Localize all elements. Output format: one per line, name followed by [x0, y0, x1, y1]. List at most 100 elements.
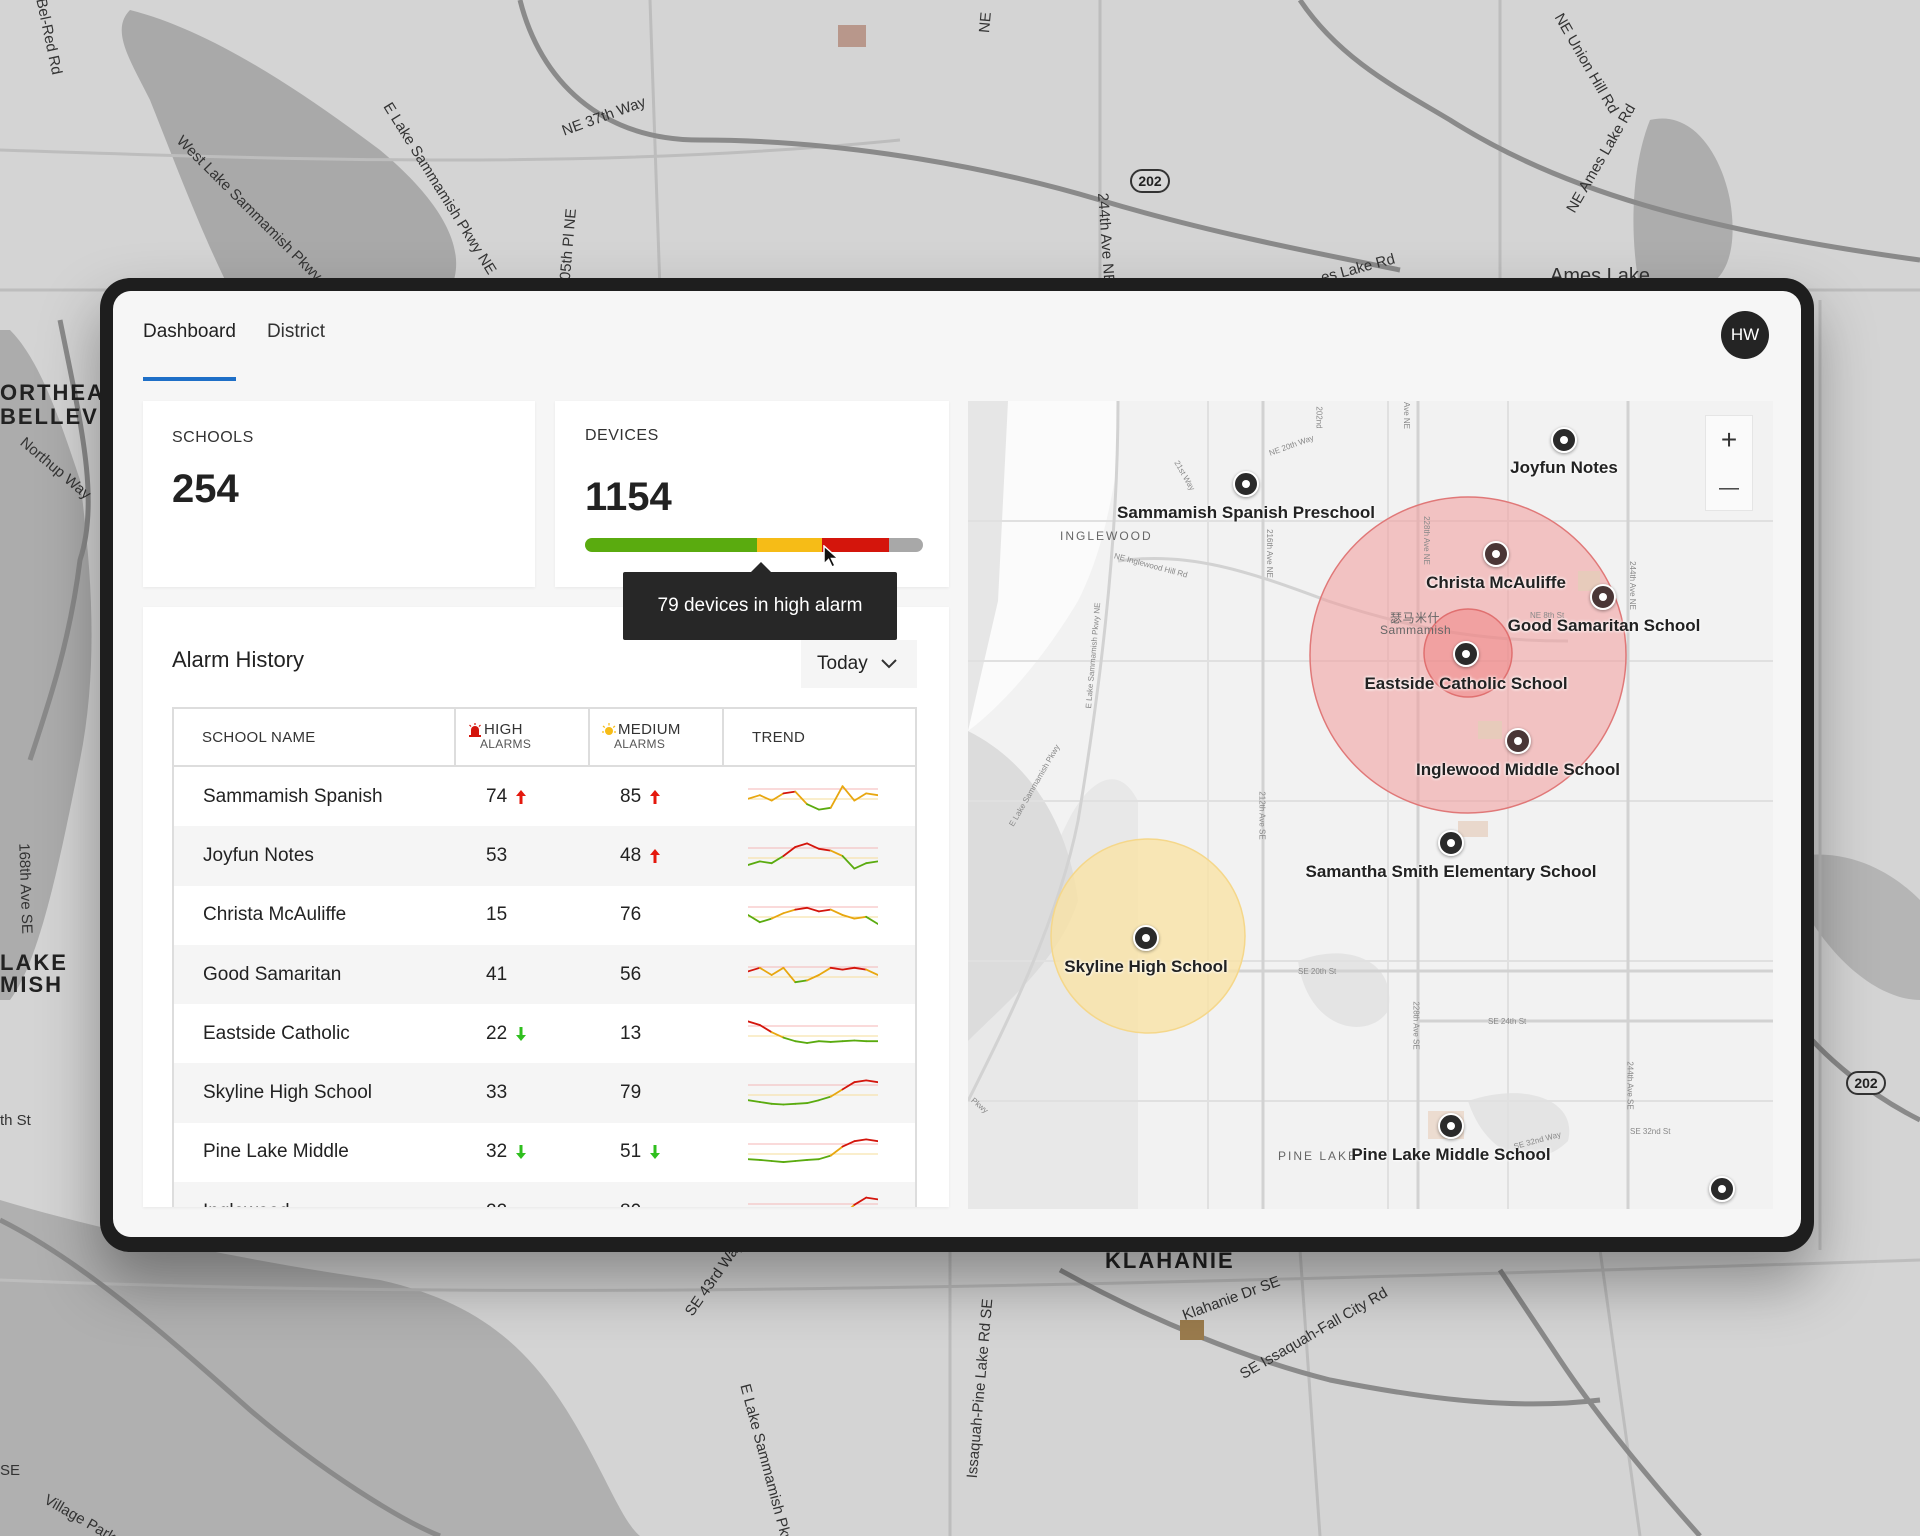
bg-neighborhood-label: KLAHANIE	[1105, 1248, 1235, 1273]
period-dropdown[interactable]: Today	[801, 640, 917, 688]
school-name-cell: Christa McAuliffe	[203, 904, 347, 926]
table-header: SCHOOL NAME HIGH ALARMS MEDIUM ALARMS	[174, 709, 915, 767]
high-header-top: HIGH	[484, 720, 523, 738]
school-label[interactable]: Good Samaritan School	[1507, 616, 1701, 635]
district-map[interactable]: INGLEWOOD PINE LAKE Sammamish 瑟马米什 NE 20…	[968, 401, 1773, 1209]
bg-road-label: th St	[0, 1112, 31, 1129]
high-alarms-cell: 41	[456, 964, 590, 986]
table-row[interactable]: Skyline High School 33 79	[174, 1063, 915, 1123]
arrow-down-icon	[516, 1026, 527, 1041]
col-school-name[interactable]: SCHOOL NAME	[174, 709, 456, 765]
arrow-down-icon	[516, 1145, 527, 1160]
high-alarms-cell: 74	[456, 786, 590, 808]
schools-stat-card: SCHOOLS 254	[143, 401, 535, 587]
school-pin[interactable]	[1505, 728, 1531, 754]
high-alarms-value: 32	[486, 1141, 508, 1163]
table-row[interactable]: Pine Lake Middle 32 51	[174, 1123, 915, 1182]
school-name-cell: Sammamish Spanish	[203, 785, 383, 807]
trend-cell	[724, 1132, 915, 1172]
alarm-history-table: SCHOOL NAME HIGH ALARMS MEDIUM ALARMS	[172, 707, 917, 1207]
school-pin[interactable]	[1453, 641, 1479, 667]
col-medium-alarms[interactable]: MEDIUM ALARMS	[590, 709, 724, 765]
trend-sparkline	[748, 1020, 878, 1044]
table-row[interactable]: Sammamish Spanish 74 85	[174, 767, 915, 826]
school-label[interactable]: Skyline High School	[1064, 957, 1228, 976]
medium-alarms-cell: 56	[590, 964, 724, 986]
medium-alarms-cell: 51	[590, 1141, 724, 1163]
high-alarms-value: 53	[486, 844, 508, 866]
trend-sparkline	[748, 1138, 878, 1164]
map-street-label: Ave NE	[1401, 402, 1411, 429]
tablet-frame: Dashboard District HW SCHOOLS 254 DEVICE…	[100, 278, 1814, 1252]
trend-sparkline	[748, 1079, 878, 1106]
bg-road-label: 168th Ave SE	[15, 842, 36, 935]
bg-neighborhood-label: LAKE	[0, 950, 68, 975]
trend-cell	[724, 955, 915, 995]
school-label[interactable]: Pine Lake Middle School	[1351, 1145, 1551, 1164]
school-pin[interactable]	[1483, 541, 1509, 567]
arrow-up-icon	[650, 848, 661, 863]
high-alarms-cell: 22	[456, 1023, 590, 1045]
map-street-label: SE 20th St	[1298, 967, 1337, 976]
school-pin[interactable]	[1590, 584, 1616, 610]
high-alarms-cell: 33	[456, 1082, 590, 1104]
school-pin[interactable]	[1709, 1176, 1735, 1202]
map-area-label: Sammamish	[1380, 623, 1452, 637]
bar-segment-high[interactable]	[821, 538, 890, 552]
high-alarms-value: 41	[486, 963, 508, 985]
map-street-label: SE 32nd St	[1630, 1127, 1671, 1136]
school-pin[interactable]	[1133, 925, 1159, 951]
school-pin[interactable]	[1438, 830, 1464, 856]
tab-district[interactable]: District	[266, 321, 326, 342]
school-pin[interactable]	[1233, 471, 1259, 497]
high-alarms-value: 22	[486, 1201, 507, 1207]
trend-sparkline	[748, 966, 878, 983]
school-pin[interactable]	[1438, 1113, 1464, 1139]
medium-alarms-cell: 13	[590, 1023, 724, 1045]
siren-icon	[469, 723, 481, 738]
medium-alarms-value: 80	[620, 1201, 641, 1207]
bg-road-label: SE	[0, 1462, 21, 1479]
medium-alarms-value: 13	[620, 1022, 642, 1044]
school-name-cell: Eastside Catholic	[203, 1022, 350, 1044]
app-screen: Dashboard District HW SCHOOLS 254 DEVICE…	[113, 291, 1801, 1237]
table-body: Sammamish Spanish 74 85 Joyfun Notes 53 48 Chr…	[174, 767, 915, 1207]
school-label[interactable]: Joyfun Notes	[1510, 458, 1618, 477]
table-row[interactable]: Eastside Catholic 22 13	[174, 1004, 915, 1063]
table-row[interactable]: Christa McAuliffe 15 76	[174, 886, 915, 945]
trend-cell	[724, 777, 915, 817]
high-alarms-value: 22	[486, 1022, 508, 1044]
school-label[interactable]: Inglewood Middle School	[1416, 760, 1620, 779]
bar-segment-medium[interactable]	[757, 538, 822, 552]
route-shield: 202	[1846, 1071, 1886, 1095]
col-trend: TREND	[752, 728, 806, 746]
bar-segment-normal[interactable]	[585, 538, 758, 552]
bg-neighborhood-label: MISH	[0, 972, 63, 997]
bar-segment-offline[interactable]	[889, 538, 923, 552]
trend-sparkline	[748, 842, 878, 870]
school-name-cell: Inglewood	[174, 1201, 456, 1207]
medium-alarms-cell: 80	[590, 1201, 724, 1207]
school-pin[interactable]	[1551, 427, 1577, 453]
map-street-label: 212th Ave SE	[1257, 791, 1267, 840]
map-street-label: NE 8th St	[1530, 611, 1565, 620]
school-name-cell: Skyline High School	[203, 1082, 372, 1104]
tab-dashboard[interactable]: Dashboard	[143, 291, 236, 381]
school-label[interactable]: Sammamish Spanish Preschool	[1117, 503, 1375, 522]
alarm-history-card: Alarm History Today SCHOOL NAME HIGH ALA…	[143, 607, 949, 1207]
school-label[interactable]: Samantha Smith Elementary School	[1305, 862, 1597, 881]
table-row[interactable]: Joyfun Notes 53 48	[174, 826, 915, 886]
user-avatar[interactable]: HW	[1721, 311, 1769, 359]
zoom-out-button[interactable]: —	[1719, 476, 1739, 499]
zoom-in-button[interactable]: +	[1720, 424, 1738, 455]
table-row[interactable]: Good Samaritan 41 56	[174, 944, 915, 1005]
map-area-label: 瑟马米什	[1390, 611, 1441, 625]
school-label[interactable]: Christa McAuliffe	[1426, 573, 1566, 592]
table-row[interactable]: Inglewood 22 80	[174, 1182, 915, 1207]
col-high-alarms[interactable]: HIGH ALARMS	[456, 709, 590, 765]
medium-header-top: MEDIUM	[618, 720, 681, 738]
medium-alarms-cell: 79	[590, 1082, 724, 1104]
high-header-sub: ALARMS	[480, 737, 532, 752]
school-label[interactable]: Eastside Catholic School	[1364, 674, 1568, 693]
map-area-label: PINE LAKE	[1278, 1149, 1359, 1163]
